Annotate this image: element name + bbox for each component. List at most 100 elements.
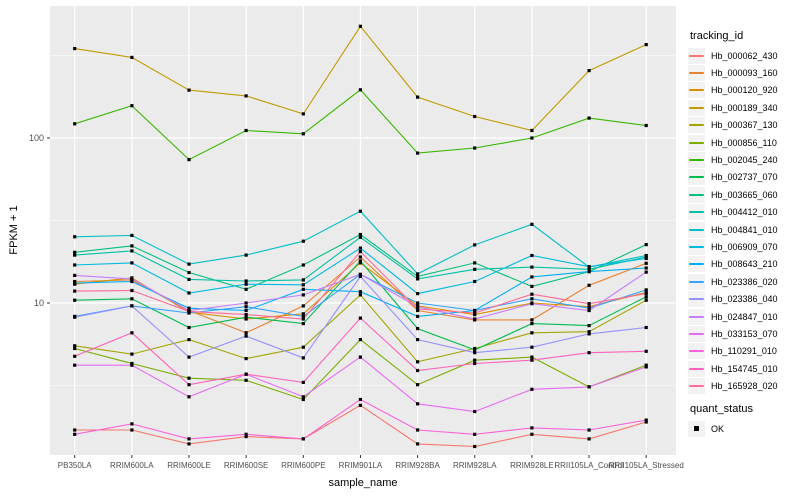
data-point — [530, 331, 534, 335]
data-point — [644, 363, 648, 367]
data-point — [244, 317, 248, 321]
data-point — [301, 304, 305, 308]
legend-key-swatch — [688, 169, 705, 186]
data-point — [587, 302, 591, 306]
legend-key-swatch — [688, 273, 705, 290]
x-tick-label: RRIM600SE — [224, 461, 268, 470]
data-point — [187, 325, 191, 330]
legend-color-items: Hb_000062_430 Hb_000093_160 Hb_000120_920 H… — [688, 47, 798, 395]
legend-key-swatch — [688, 99, 705, 116]
legend-label: Hb_023386_040 — [711, 294, 778, 305]
data-point — [301, 312, 305, 316]
legend-key-swatch — [688, 82, 705, 99]
data-point — [130, 55, 134, 59]
legend-item-Hb_023386_040: Hb_023386_040 — [688, 290, 798, 308]
data-point — [130, 363, 134, 367]
legend-item-Hb_006909_070: Hb_006909_070 — [688, 238, 798, 255]
data-point — [187, 395, 191, 399]
legend-item-Hb_000856_110: Hb_000856_110 — [688, 134, 798, 151]
legend-line-icon — [689, 315, 704, 318]
legend-line-icon — [689, 89, 704, 92]
data-point — [644, 261, 648, 265]
data-point — [644, 418, 648, 422]
data-point — [530, 302, 534, 306]
legend-label: Hb_002737_070 — [711, 172, 778, 183]
data-point — [530, 387, 534, 391]
data-point — [244, 331, 248, 335]
x-tick-label: RRII105LA_Stressed — [609, 461, 684, 470]
data-point — [416, 442, 420, 446]
data-point — [244, 334, 248, 338]
data-point — [130, 261, 134, 265]
data-point — [587, 428, 591, 432]
data-point — [644, 420, 648, 424]
data-point — [587, 385, 591, 389]
legend-label: Hb_023386_020 — [711, 276, 778, 287]
legend-label: Hb_002045_240 — [711, 155, 778, 166]
data-point — [187, 262, 191, 266]
data-point — [644, 243, 648, 247]
data-point — [244, 279, 248, 283]
data-point — [244, 287, 248, 291]
data-point — [416, 151, 420, 155]
data-point — [473, 267, 477, 271]
legend-item-Hb_002045_240: Hb_002045_240 — [688, 151, 798, 169]
data-point — [130, 244, 134, 248]
data-point — [187, 338, 191, 342]
data-point — [473, 348, 477, 352]
data-point — [644, 349, 648, 353]
data-point — [244, 372, 248, 376]
legend-label: Hb_003665_060 — [711, 189, 778, 200]
data-point — [301, 293, 305, 297]
data-point — [587, 308, 591, 313]
data-point — [473, 444, 477, 449]
legend-item-Hb_000367_130: Hb_000367_130 — [688, 117, 798, 134]
data-point — [187, 158, 191, 162]
legend-item-Hb_000120_920: Hb_000120_920 — [688, 82, 798, 99]
data-point — [473, 361, 477, 366]
data-point — [358, 338, 362, 342]
legend-label: Hb_000367_130 — [711, 120, 778, 131]
legend-key-swatch — [688, 117, 705, 134]
data-point — [130, 304, 134, 308]
legend-item-Hb_003665_060: Hb_003665_060 — [688, 186, 798, 203]
data-point — [416, 301, 420, 305]
data-point — [530, 253, 534, 258]
data-point — [644, 298, 648, 302]
data-point — [73, 281, 77, 285]
legend-item-Hb_004412_010: Hb_004412_010 — [688, 204, 798, 221]
data-point — [187, 376, 191, 380]
x-tick-label: RRIM928LE — [510, 461, 554, 470]
x-tick-label: RRIM600LA — [110, 461, 154, 470]
legend-label: Hb_000093_160 — [711, 68, 778, 79]
data-point — [644, 295, 648, 299]
data-point — [187, 270, 191, 275]
data-point — [244, 313, 248, 317]
legend-label: Hb_000120_920 — [711, 85, 778, 96]
data-point — [416, 305, 420, 309]
legend-title-tracking-id: tracking_id — [690, 30, 744, 42]
legend-title-quant-status: quant_status — [690, 402, 753, 415]
legend-item-Hb_165928_020: Hb_165928_020 — [688, 377, 798, 395]
data-point — [187, 442, 191, 446]
data-point — [416, 277, 420, 281]
data-point — [416, 314, 420, 318]
legend-key-swatch — [688, 47, 705, 64]
data-point — [530, 297, 534, 301]
data-point — [358, 316, 362, 320]
legend-label: Hb_008643_210 — [711, 259, 778, 270]
data-point — [530, 432, 534, 436]
data-point — [416, 402, 420, 406]
data-point — [473, 409, 477, 414]
square-marker-icon — [694, 426, 699, 431]
data-point — [301, 345, 305, 349]
data-point — [244, 282, 248, 286]
data-point — [587, 330, 591, 334]
data-point — [530, 265, 534, 269]
data-point — [530, 318, 534, 322]
data-point — [130, 104, 134, 108]
data-point — [416, 307, 420, 311]
data-point — [587, 270, 591, 274]
data-point — [416, 383, 420, 387]
legend-line-icon — [689, 72, 704, 75]
